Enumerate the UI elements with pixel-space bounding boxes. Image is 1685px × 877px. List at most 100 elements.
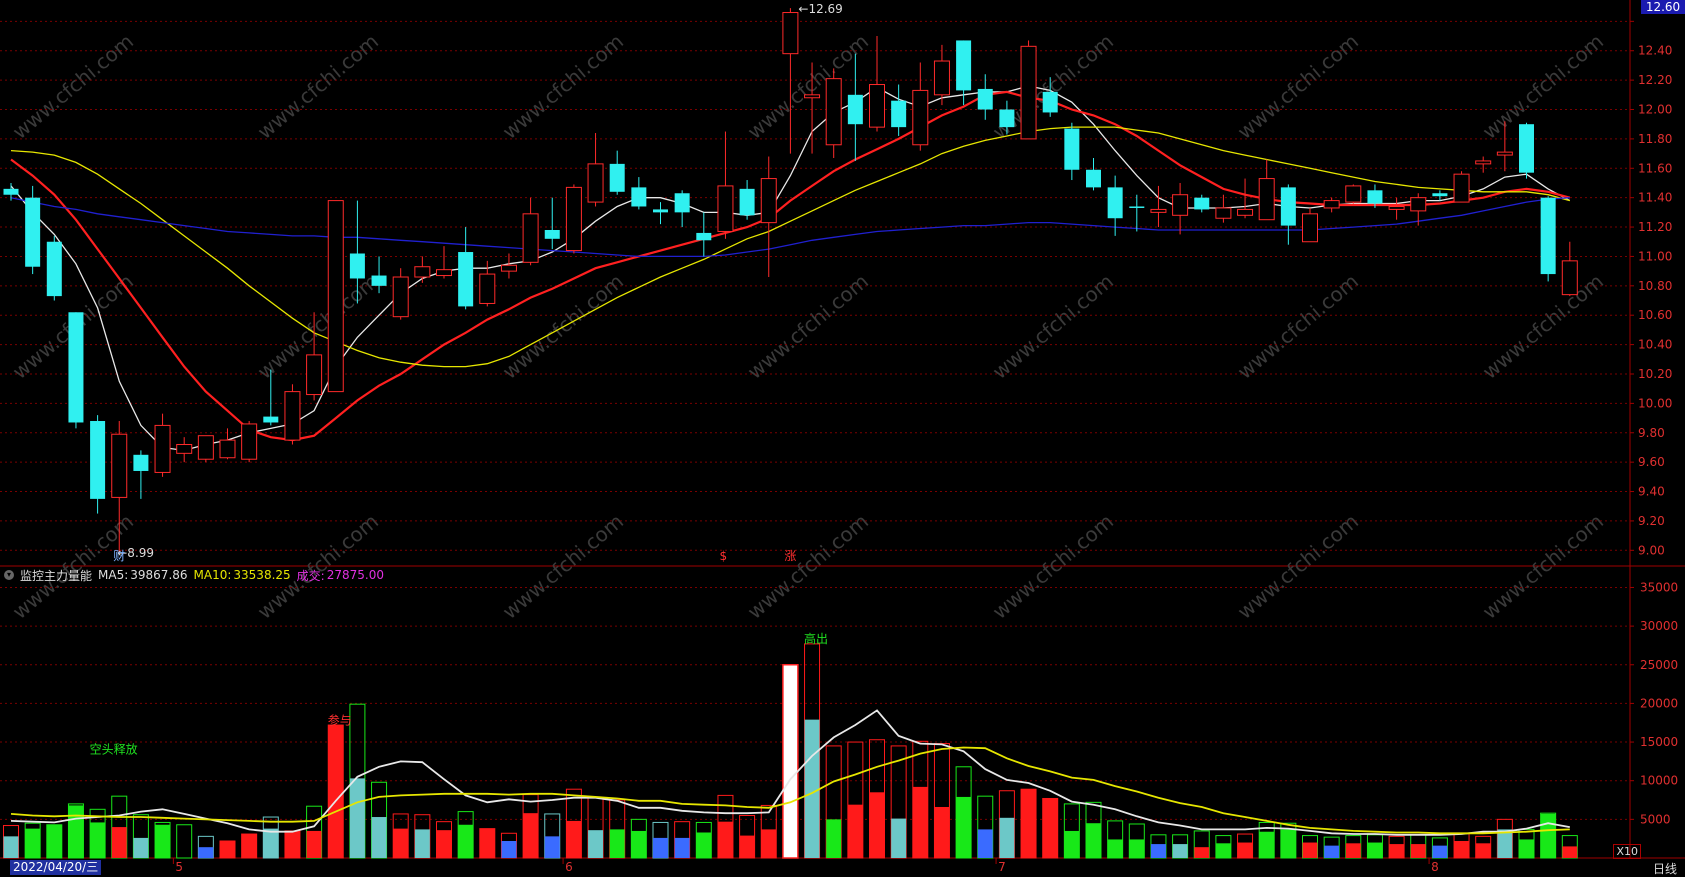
candle (825, 68, 842, 158)
chevron-down-icon[interactable]: ▾ (4, 570, 14, 580)
volume-bar-inner (1540, 813, 1556, 858)
volume-bar-inner (1497, 829, 1513, 858)
price-tick-label: 10.20 (1638, 367, 1672, 381)
volume-bar-inner (1475, 843, 1491, 858)
volume-bar-inner (1194, 847, 1210, 858)
candle-body (1302, 213, 1318, 243)
volume-bar (436, 821, 452, 859)
candle-body (1107, 187, 1123, 219)
watermark-text: www.cfchi.com (253, 29, 383, 144)
candle-body (68, 312, 84, 423)
volume-bar-inner (1172, 844, 1188, 858)
volume-bar (869, 739, 885, 859)
candle-body (999, 109, 1015, 128)
candle-body (1475, 160, 1492, 165)
volume-bar-inner (588, 830, 604, 858)
volume-bar-inner (3, 836, 19, 858)
candle-body (176, 444, 193, 454)
candle (1519, 122, 1534, 179)
candle (933, 44, 950, 106)
volume-bar-inner (501, 840, 517, 858)
candle (479, 260, 496, 307)
candle (111, 421, 128, 552)
volume-bar-inner (371, 817, 387, 858)
volume-bar (219, 840, 236, 859)
volume-tick-label: 15000 (1640, 735, 1678, 749)
candle-body (804, 94, 821, 99)
high-price-label: ←12.69 (798, 2, 842, 16)
month-label: 8 (1431, 860, 1439, 874)
volume-tick-label: 20000 (1640, 696, 1678, 710)
candle-body (891, 100, 907, 128)
volume-ma5-line (10, 709, 1570, 836)
volume-bar-inner (1389, 844, 1405, 858)
candle (1194, 194, 1210, 213)
candle-body (25, 197, 41, 267)
volume-bar-inner (1107, 839, 1123, 858)
candle-body (436, 269, 452, 277)
candle-body (1280, 187, 1296, 226)
candle-body (3, 188, 19, 195)
price-ma10-line (10, 90, 1571, 442)
volume-bar (24, 822, 41, 859)
volume-bar-inner (999, 817, 1015, 858)
price-tick-label: 11.80 (1638, 132, 1672, 146)
volume-bar-inner (891, 818, 907, 858)
candle (133, 450, 149, 499)
volume-bar-inner (1432, 845, 1448, 858)
candle-body (371, 275, 387, 286)
volume-bar (804, 643, 821, 859)
volume-annotation: 高出 (804, 631, 828, 646)
candle (544, 197, 560, 250)
indicator-header[interactable]: ▾ 监控主力量能 MA5: 39867.86 MA10: 33538.25 成交: 2… (4, 567, 384, 583)
indicator-name: 监控主力量能 (20, 568, 93, 583)
price-tick-label: 11.60 (1638, 161, 1672, 175)
volume-bar-inner (458, 824, 474, 858)
candle (739, 180, 755, 220)
volume-bar-inner (25, 828, 41, 858)
candle (306, 312, 323, 401)
volume-bar-inner (1280, 829, 1296, 858)
volume-bar-inner (674, 837, 690, 858)
candle (1020, 40, 1037, 140)
volume-bar-inner (1237, 842, 1253, 858)
volume-bar (1172, 834, 1189, 859)
low-price-label: ←8.99 (117, 546, 154, 560)
candle (500, 253, 517, 279)
candle-body (1237, 208, 1254, 216)
candle (912, 62, 929, 151)
candle (1042, 77, 1058, 117)
volume-bar (933, 743, 950, 859)
candle-body (869, 84, 885, 128)
candle (1172, 182, 1189, 235)
period-label[interactable]: 日线 (1652, 862, 1677, 876)
volume-tick-label: 30000 (1640, 619, 1678, 633)
candle-body (1172, 194, 1189, 216)
candle (1432, 190, 1448, 201)
candle-body (1388, 205, 1405, 210)
event-marker: 财 (113, 549, 125, 563)
volume-bar (955, 766, 972, 859)
volume-bar (392, 813, 409, 859)
candle-body (1367, 190, 1383, 204)
candle (371, 256, 387, 294)
candle-body (1215, 207, 1232, 219)
volume-bar (46, 824, 63, 859)
volume-bar-inner (609, 829, 625, 858)
volume-bar-inner (220, 840, 235, 858)
volume-bar (1431, 837, 1448, 859)
volume-bar (1323, 836, 1340, 859)
volume-bar-inner (1129, 839, 1145, 858)
candle (1345, 184, 1362, 204)
candle (1561, 241, 1578, 297)
volume-bar-inner (1064, 830, 1080, 858)
volume-bar (349, 703, 366, 859)
volume-bar (652, 821, 669, 859)
volume-bar (977, 795, 994, 859)
volume-tick-label: 35000 (1640, 580, 1678, 594)
candle-body (392, 276, 409, 318)
volume-bar-inner (90, 822, 106, 858)
volume-bar (1540, 812, 1557, 859)
watermark-text: www.cfchi.com (743, 269, 873, 384)
